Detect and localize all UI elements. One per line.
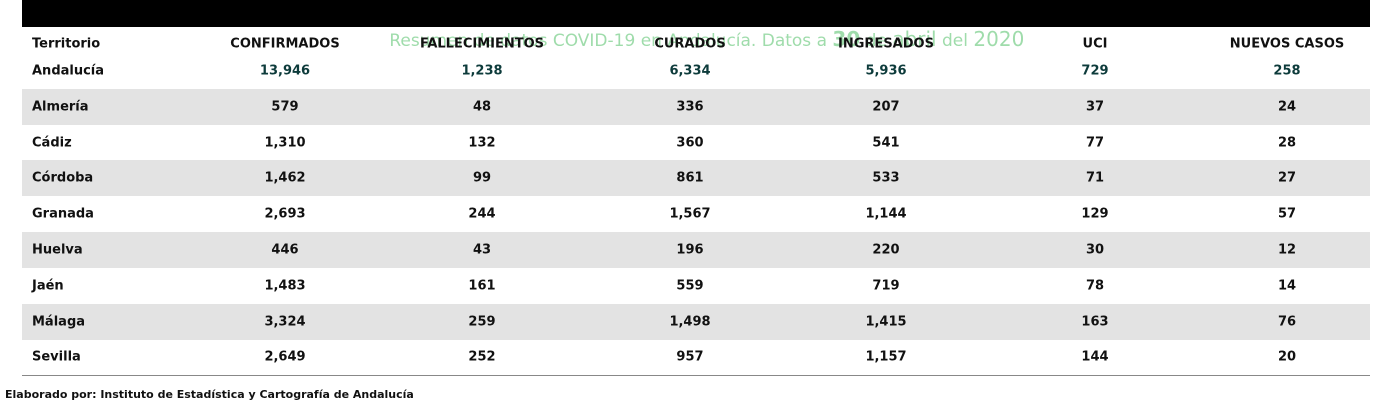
title-text: del (936, 31, 974, 51)
table-cell: 99 (472, 170, 492, 186)
table-cell: 163 (1081, 314, 1109, 330)
table-cell: 579 (271, 99, 299, 115)
row-label: Córdoba (32, 170, 94, 186)
table-cell: 196 (676, 242, 704, 258)
table-cell: 957 (676, 349, 704, 365)
table-cell: 541 (872, 135, 900, 151)
table-cell: 446 (271, 242, 299, 258)
table-cell: 559 (676, 278, 704, 294)
row-label: Málaga (32, 314, 86, 330)
table-cell: 161 (468, 278, 496, 294)
row-background (22, 303, 1370, 340)
table-cell: 37 (1085, 99, 1105, 115)
row-label: Huelva (32, 242, 83, 258)
table-cell: 1,567 (669, 206, 711, 222)
row-background (22, 160, 1370, 197)
table-cell: 1,157 (865, 349, 907, 365)
row-label: Sevilla (32, 349, 81, 365)
table-cell: 244 (468, 206, 496, 222)
table-cell: 20 (1277, 349, 1297, 365)
title-bar: Resumen de datos COVID-19 en Andalucía. … (22, 0, 1370, 51)
table-cell: 76 (1277, 314, 1297, 330)
table-cell: 57 (1277, 206, 1297, 222)
table-cell: 78 (1085, 278, 1105, 294)
title-month: abril (892, 27, 937, 51)
bottom-rule (22, 375, 1370, 376)
title-text: de (860, 31, 893, 51)
table-cell: 48 (472, 99, 492, 115)
table-cell: 533 (872, 170, 900, 186)
table-cell: 5,936 (865, 63, 907, 79)
title-text: Resumen de datos COVID-19 en Andalucía. … (389, 31, 833, 51)
row-label: Almería (32, 99, 89, 115)
title-day: 30 (832, 27, 861, 51)
table-cell: 360 (676, 135, 704, 151)
table-cell: 729 (1081, 63, 1109, 79)
table-cell: 1,483 (264, 278, 306, 294)
table-cell: 71 (1085, 170, 1105, 186)
table-cell: 2,649 (264, 349, 306, 365)
row-background (22, 232, 1370, 268)
table-cell: 12 (1277, 242, 1297, 258)
table-cell: 252 (468, 349, 496, 365)
source-note: Elaborado por: Instituto de Estadística … (5, 388, 414, 400)
table-cell: 220 (872, 242, 900, 258)
title-year: 2020 (973, 27, 1025, 51)
table-cell: 129 (1081, 206, 1109, 222)
column-header: CURADOS (654, 36, 726, 52)
table-cell: 336 (676, 99, 704, 115)
column-header: Territorio (32, 36, 101, 52)
row-label: Jaén (32, 278, 64, 294)
table-cell: 719 (872, 278, 900, 294)
table-cell: 1,498 (669, 314, 711, 330)
table-cell: 43 (472, 242, 492, 258)
column-header: CONFIRMADOS (230, 36, 340, 52)
column-header: INGRESADOS (838, 36, 934, 52)
table-cell: 1,144 (865, 206, 907, 222)
table-cell: 13,946 (259, 63, 311, 79)
table-cell: 2,693 (264, 206, 306, 222)
table-cell: 1,415 (865, 314, 907, 330)
row-label: Andalucía (32, 63, 105, 79)
table-cell: 1,238 (461, 63, 503, 79)
row-label: Granada (32, 206, 94, 222)
table-cell: 14 (1277, 278, 1297, 294)
table-cell: 30 (1085, 242, 1105, 258)
table-cell: 207 (872, 99, 900, 115)
row-label: Cádiz (32, 135, 72, 151)
table-cell: 1,462 (264, 170, 306, 186)
table-cell: 24 (1277, 99, 1297, 115)
table-cell: 144 (1081, 349, 1109, 365)
column-header: NUEVOS CASOS (1229, 36, 1345, 52)
table-cell: 1,310 (264, 135, 306, 151)
table-cell: 259 (468, 314, 496, 330)
table-cell: 861 (676, 170, 704, 186)
table-cell: 6,334 (669, 63, 711, 79)
column-header: UCI (1082, 36, 1108, 52)
table-cell: 258 (1273, 63, 1301, 79)
table-cell: 28 (1277, 135, 1297, 151)
table-cell: 3,324 (264, 314, 306, 330)
column-header: FALLECIMIENTOS (419, 36, 545, 52)
row-background (22, 88, 1370, 125)
table-cell: 132 (468, 135, 496, 151)
table-cell: 27 (1277, 170, 1297, 186)
table-cell: 77 (1085, 135, 1105, 151)
